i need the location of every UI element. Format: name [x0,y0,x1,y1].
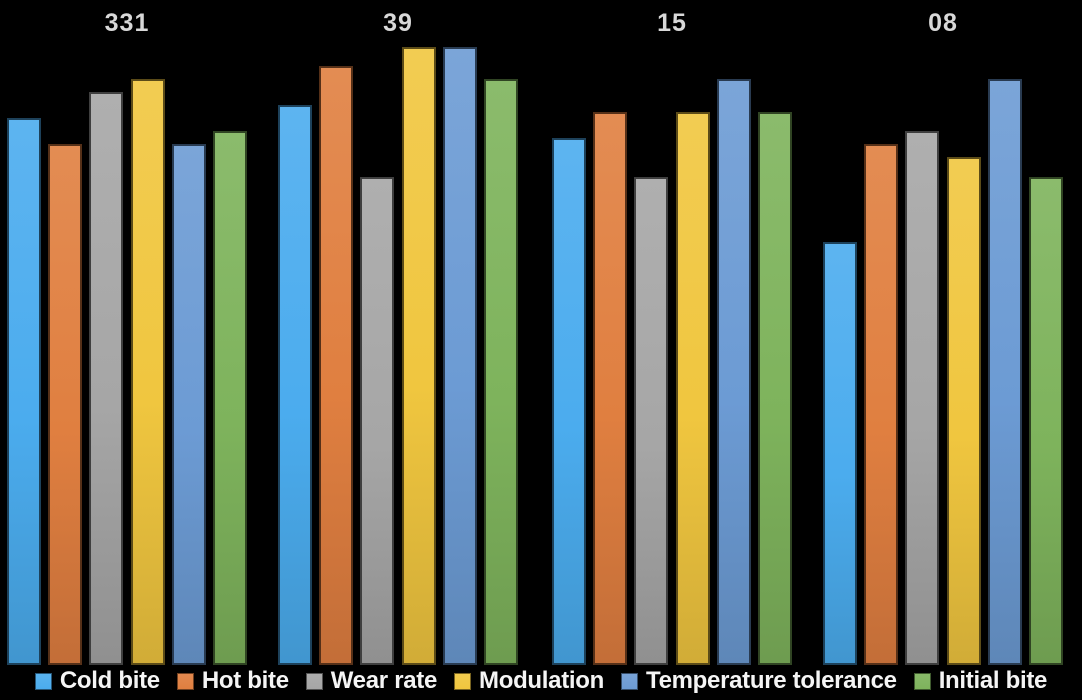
bar-wear-rate [89,92,124,665]
bar-temperature-tolerance [442,47,477,665]
legend-swatch [913,672,931,690]
legend-label: Initial bite [938,667,1048,694]
bar-group [823,79,1063,665]
legend-item: Initial bite [913,667,1048,694]
bar-hot-bite [48,144,83,665]
bar-hot-bite [319,66,354,665]
bar-initial-bite [212,131,247,665]
bar-cold-bite [7,118,41,665]
bar-cold-bite [552,138,586,665]
category-label: 08 [928,9,958,37]
bar-group [552,79,792,665]
legend-item: Hot bite [176,667,289,694]
legend-item: Modulation [454,669,604,693]
legend-swatch [305,672,323,690]
legend-item: Wear rate [305,667,438,694]
bar-hot-bite [864,144,899,665]
bar-cold-bite [278,105,312,665]
bar-modulation [401,47,436,665]
bar-initial-bite [483,79,518,665]
legend: Cold bite Hot bite Wear rate Modulation Temp… [0,664,1082,698]
legend-label: Cold bite [59,667,160,694]
legend-swatch [454,672,472,690]
bar-group [7,79,247,665]
bar-wear-rate [634,177,669,665]
category-label: 15 [657,9,687,37]
bar-group [278,47,518,665]
legend-swatch [34,672,52,690]
legend-item: Temperature tolerance [621,669,897,693]
category-label: 39 [383,9,413,37]
bar-wear-rate [360,177,395,665]
bar-initial-bite [757,112,792,665]
bar-hot-bite [593,112,628,665]
legend-label: Temperature tolerance [646,667,897,694]
bar-modulation [946,157,981,665]
legend-swatch [621,672,638,690]
legend-label: Hot bite [201,667,289,694]
legend-label: Wear rate [330,667,438,694]
bar-cold-bite [823,242,857,665]
bar-wear-rate [905,131,940,665]
legend-swatch [176,672,194,690]
legend-label: Modulation [479,667,604,694]
bar-temperature-tolerance [716,79,751,665]
category-label: 331 [104,9,150,37]
bar-temperature-tolerance [171,144,206,665]
bar-modulation [675,112,710,665]
bar-modulation [130,79,165,665]
bar-initial-bite [1028,177,1063,665]
bar-temperature-tolerance [987,79,1022,665]
legend-item: Cold bite [34,667,160,694]
